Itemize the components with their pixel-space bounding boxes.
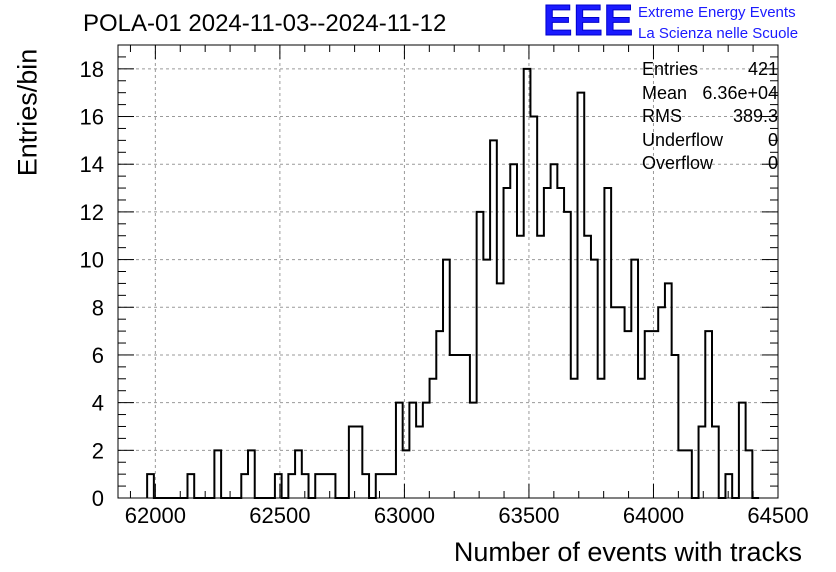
histogram-bin [443,260,450,498]
eee-logo: EEE Extreme Energy Events La Scienza nel… [542,0,833,46]
histogram-bin [746,450,753,498]
histogram-bin [497,283,504,498]
stats-value: 421 [747,59,778,79]
histogram-bin [672,355,679,498]
histogram-bin [214,450,221,498]
histogram-bin [456,355,463,498]
y-tick-label: 10 [80,248,104,273]
stats-row-mean: Mean 6.36e+04 [642,82,778,106]
stats-value: 0 [767,129,778,150]
stats-label: Underflow [642,129,724,150]
y-tick-label: 8 [92,295,104,320]
stats-label: RMS [642,106,682,126]
histogram-bin [578,93,585,498]
histogram-bin [349,426,356,498]
eee-logo-mark: EEE [542,0,635,46]
histogram-bin [517,236,524,498]
logo-line-2: La Scienza nelle Scuole [638,25,799,42]
x-tick-label: 63500 [498,503,559,528]
stats-row-rms: RMS 389.3 [642,105,778,129]
stats-row-entries: Entries 421 [642,58,778,82]
y-tick-label: 0 [92,486,104,511]
x-tick-label: 64000 [623,503,684,528]
histogram-bin [665,283,672,498]
y-tick-label: 6 [92,343,104,368]
histogram-bin [382,474,389,498]
histogram-bin [463,355,470,498]
stats-row-underflow: Underflow 0 [642,129,778,153]
y-tick-label: 18 [80,57,104,82]
histogram-bin [584,236,591,498]
histogram-bin [557,188,564,498]
histogram-bin [483,260,490,498]
histogram-bin [712,426,719,498]
x-tick-label: 63000 [374,503,435,528]
histogram-bin [504,188,511,498]
histogram-bin [241,474,248,498]
y-tick-label: 4 [92,391,104,416]
y-tick-label: 12 [80,200,104,225]
histogram-bin [705,331,712,498]
histogram-bin [699,426,706,498]
histogram-bin [416,426,423,498]
stats-value: 389.3 [732,106,778,126]
y-tick-label: 2 [92,438,104,463]
histogram-bin [322,474,329,498]
histogram-bin [544,188,551,498]
histogram-bin [651,331,658,498]
x-tick-label: 62500 [249,503,310,528]
histogram-bin [678,450,685,498]
histogram-bin [362,474,369,498]
histogram-bin [315,474,322,498]
histogram-bin [248,450,255,498]
histogram-bin [510,164,517,498]
histogram-bin [288,474,295,498]
y-tick-label: 14 [80,152,104,177]
histogram-bin [598,379,605,498]
histogram-bin [356,426,363,498]
stats-value: 0 [767,153,778,173]
histogram-bin [725,474,732,498]
stats-value: 6.36e+04 [702,82,778,103]
histogram-bin [571,379,578,498]
stats-row-overflow: Overflow 0 [642,152,778,176]
histogram-bin [524,69,531,498]
histogram-bin [645,331,652,498]
histogram-bin [403,450,410,498]
chart-title: POLA-01 2024-11-03--2024-11-12 [83,10,447,37]
stats-label: Entries [642,59,699,79]
x-axis-label: Number of events with tracks [453,537,802,567]
histogram-bin [631,260,638,498]
histogram-bin [275,474,282,498]
histogram-bin [604,188,611,498]
logo-line-1: Extreme Energy Events [638,4,796,21]
x-tick-label: 64500 [747,503,808,528]
histogram-bin [685,450,692,498]
histogram-bin [450,355,457,498]
y-tick-label: 16 [80,105,104,130]
histogram-bin [638,379,645,498]
y-axis-label: Entries/bin [12,48,43,177]
histogram-bin [591,260,598,498]
stats-label: Overflow [642,153,714,173]
x-tick-label: 62000 [125,503,186,528]
histogram-bin [490,140,497,498]
histogram-bin [389,474,396,498]
stats-box: Entries 421 Mean 6.36e+04 RMS 389.3 Unde… [642,58,778,176]
histogram-bin [430,379,437,498]
histogram-bin [436,331,443,498]
histogram-bin [295,450,302,498]
histogram-bin [537,236,544,498]
histogram-bin [187,474,194,498]
histogram-bin [625,331,632,498]
stats-label: Mean [642,82,688,103]
histogram-bin [551,164,558,498]
histogram-bin [147,474,154,498]
